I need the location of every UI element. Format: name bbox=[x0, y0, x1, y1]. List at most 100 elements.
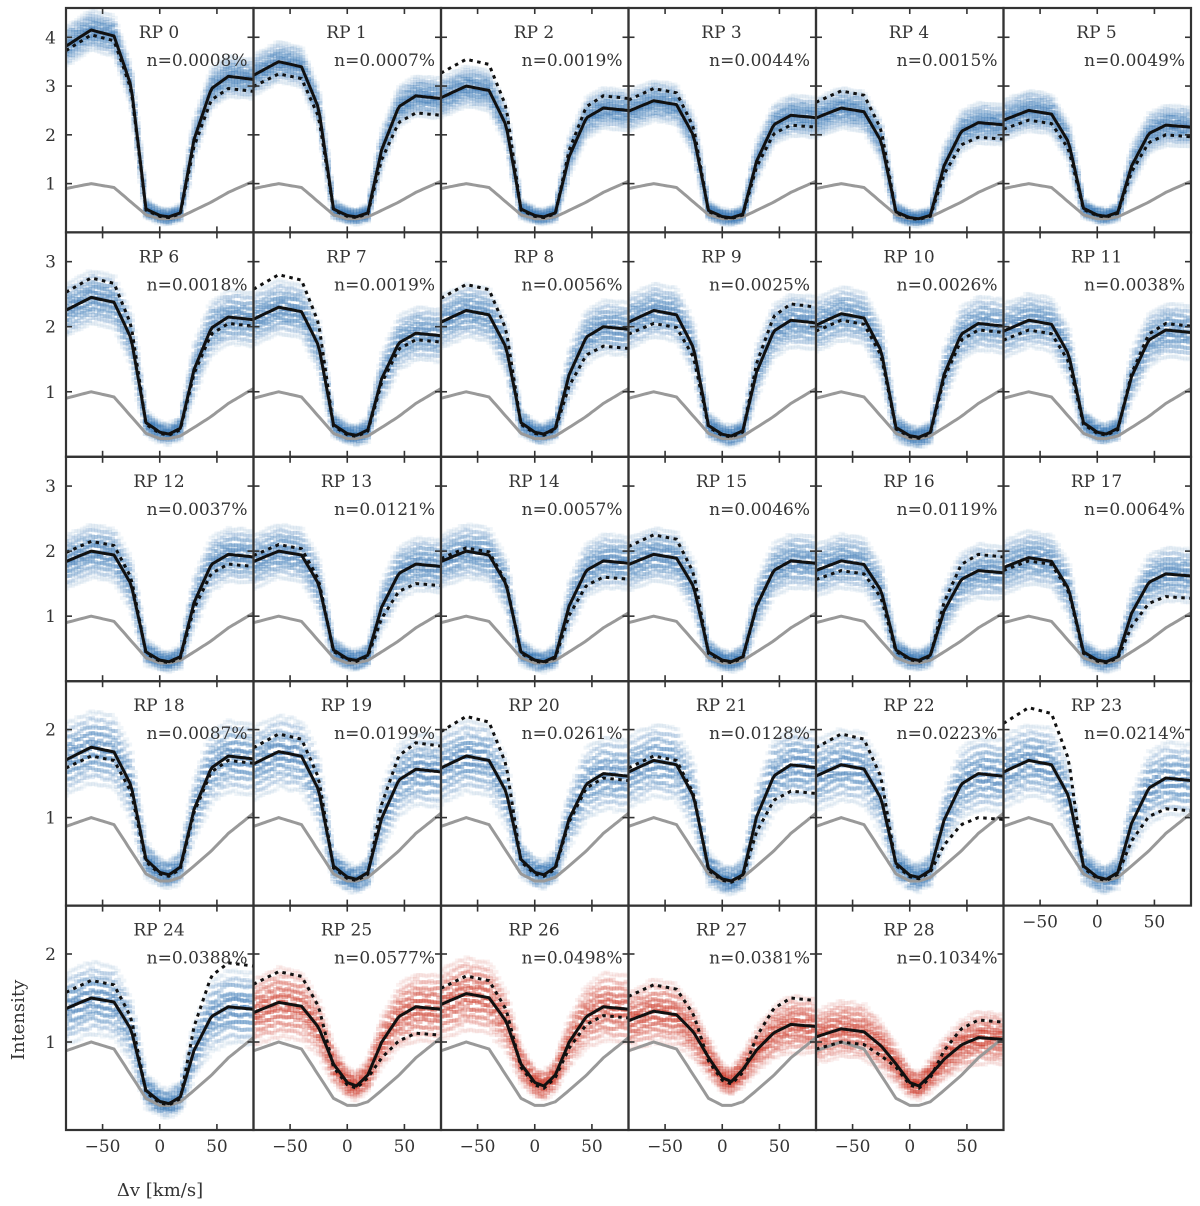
density-cell bbox=[603, 113, 610, 118]
density-cell bbox=[327, 202, 334, 207]
density-cell bbox=[628, 94, 632, 99]
density-cell bbox=[753, 142, 761, 147]
density-cell bbox=[909, 213, 917, 218]
density-cell bbox=[1183, 109, 1190, 114]
density-cell bbox=[785, 102, 792, 107]
density-cell bbox=[947, 131, 954, 136]
density-cell bbox=[696, 152, 704, 157]
density-cell bbox=[111, 20, 118, 25]
density-cell bbox=[466, 104, 473, 109]
density-cell bbox=[446, 102, 453, 107]
density-cell bbox=[617, 91, 625, 96]
density-cell bbox=[927, 205, 934, 210]
reference-profile-line bbox=[66, 179, 254, 221]
density-cell bbox=[1060, 113, 1067, 118]
density-cell bbox=[154, 205, 161, 210]
density-cell bbox=[71, 57, 78, 62]
density-cell bbox=[162, 422, 170, 427]
density-cell bbox=[449, 81, 456, 86]
density-cell bbox=[722, 222, 729, 227]
density-cell bbox=[1140, 160, 1147, 165]
density-cell bbox=[68, 49, 75, 54]
density-cell bbox=[849, 101, 857, 106]
density-cell bbox=[818, 126, 825, 131]
density-cell bbox=[421, 111, 429, 116]
density-cell bbox=[1043, 107, 1050, 112]
density-cell bbox=[606, 98, 613, 103]
density-cell bbox=[71, 328, 78, 333]
density-cell bbox=[1051, 102, 1059, 107]
density-cell bbox=[824, 91, 831, 96]
density-cell bbox=[719, 219, 727, 224]
density-cell bbox=[245, 92, 253, 97]
density-cell bbox=[1174, 136, 1182, 141]
density-cell bbox=[832, 127, 840, 132]
density-cell bbox=[532, 208, 539, 213]
density-cell bbox=[284, 46, 291, 51]
density-cell bbox=[336, 217, 343, 222]
density-cell bbox=[489, 75, 496, 80]
density-cell bbox=[108, 305, 115, 310]
density-cell bbox=[572, 160, 579, 165]
density-cell bbox=[68, 25, 75, 30]
density-cell bbox=[85, 269, 93, 274]
density-cell bbox=[199, 130, 207, 135]
density-cell bbox=[446, 107, 453, 112]
density-cell bbox=[653, 91, 661, 96]
density-cell bbox=[620, 124, 628, 129]
density-cell bbox=[534, 210, 542, 215]
density-cell bbox=[745, 199, 752, 204]
density-cell bbox=[642, 109, 649, 114]
density-cell bbox=[665, 112, 672, 117]
density-cell bbox=[430, 111, 437, 116]
density-cell bbox=[909, 219, 917, 224]
density-cell bbox=[1171, 108, 1179, 113]
density-cell bbox=[1046, 96, 1053, 101]
density-cell bbox=[79, 325, 87, 330]
density-cell bbox=[344, 205, 352, 210]
density-cell bbox=[972, 137, 980, 142]
density-cell bbox=[256, 62, 263, 67]
density-cell bbox=[1177, 136, 1184, 141]
density-cell bbox=[1034, 118, 1041, 123]
density-cell bbox=[526, 209, 533, 214]
density-cell bbox=[563, 182, 570, 187]
density-cell bbox=[1023, 97, 1030, 102]
density-cell bbox=[174, 217, 181, 222]
density-cell bbox=[904, 222, 911, 227]
density-cell bbox=[756, 156, 764, 161]
density-cell bbox=[102, 308, 110, 313]
density-cell bbox=[955, 153, 963, 158]
density-cell bbox=[1060, 143, 1067, 148]
density-cell bbox=[791, 102, 798, 107]
density-cell bbox=[68, 52, 75, 57]
density-cell bbox=[466, 99, 473, 104]
density-cell bbox=[901, 207, 908, 212]
density-cell bbox=[1117, 208, 1124, 213]
density-cell bbox=[117, 63, 124, 68]
density-cell bbox=[91, 300, 98, 305]
density-cell bbox=[330, 216, 337, 221]
density-cell bbox=[1151, 137, 1159, 142]
density-cell bbox=[651, 106, 658, 111]
density-cell bbox=[1034, 122, 1041, 127]
density-cell bbox=[347, 206, 354, 211]
density-cell bbox=[1177, 116, 1184, 121]
density-cell bbox=[1180, 143, 1187, 148]
density-cell bbox=[421, 82, 429, 87]
density-cell bbox=[220, 85, 227, 90]
density-cell bbox=[1117, 194, 1124, 199]
density-cell bbox=[253, 85, 257, 90]
density-cell bbox=[895, 216, 903, 221]
density-cell bbox=[1017, 104, 1024, 109]
density-cell bbox=[1046, 99, 1053, 104]
density-cell bbox=[168, 221, 175, 226]
density-cell bbox=[785, 98, 792, 103]
density-cell bbox=[852, 120, 860, 125]
density-cell bbox=[595, 102, 602, 107]
density-cell bbox=[264, 85, 271, 90]
density-cell bbox=[82, 313, 90, 318]
density-cell bbox=[168, 219, 175, 224]
density-cell bbox=[679, 125, 687, 130]
density-cell bbox=[454, 95, 462, 100]
